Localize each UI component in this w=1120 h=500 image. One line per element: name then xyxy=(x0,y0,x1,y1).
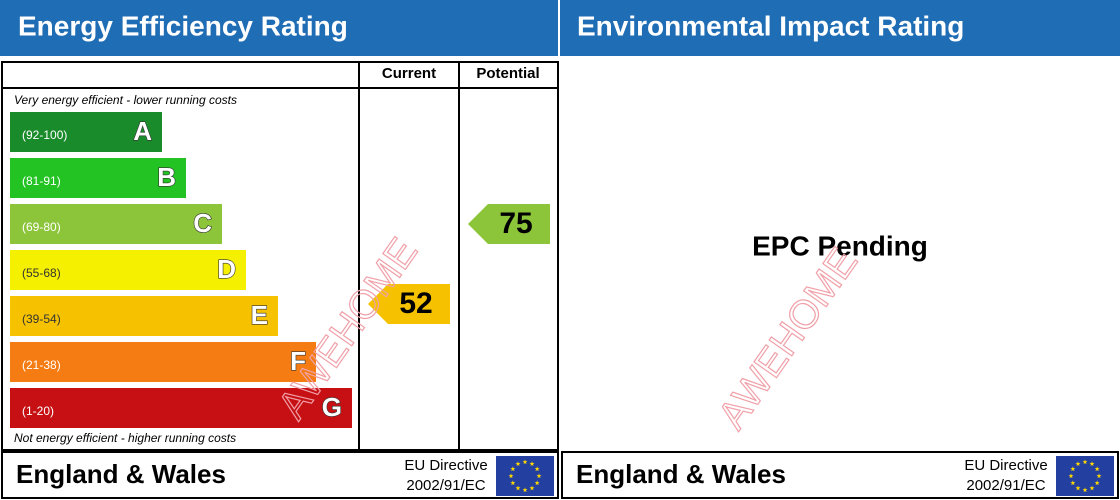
footer-code: 2002/91/EC xyxy=(966,477,1045,494)
rating-band xyxy=(10,250,246,290)
flag-star xyxy=(522,487,528,493)
footer-frame xyxy=(561,451,1119,499)
flag-star xyxy=(515,485,521,491)
footer-code: 2002/91/EC xyxy=(406,477,485,494)
rating-band xyxy=(10,204,222,244)
pending-message: EPC Pending xyxy=(752,230,928,261)
band-letter: C xyxy=(193,208,212,238)
footer-region: England & Wales xyxy=(16,459,226,489)
band-range: (21-38) xyxy=(22,358,61,372)
band-letter: E xyxy=(251,300,268,330)
rating-value: 75 xyxy=(499,207,532,240)
flag-star xyxy=(536,473,542,479)
rating-band xyxy=(10,342,316,382)
rating-arrow xyxy=(368,283,450,324)
column-header: Current xyxy=(382,65,436,82)
flag-star xyxy=(534,480,540,486)
rating-band xyxy=(10,388,352,428)
flag-star xyxy=(529,461,535,466)
header-title: Environmental Impact Rating xyxy=(577,10,964,41)
flag-star xyxy=(1075,485,1081,491)
band-range: (69-80) xyxy=(22,220,61,234)
flag-star xyxy=(1068,473,1074,479)
flag-star xyxy=(1089,485,1095,491)
header-bar xyxy=(560,0,1120,56)
flag-star xyxy=(522,459,528,465)
band-range: (92-100) xyxy=(22,128,67,142)
flag-star xyxy=(1096,473,1102,479)
scale-note: Very energy efficient - lower running co… xyxy=(14,93,237,107)
scale-note: Not energy efficient - higher running co… xyxy=(14,431,236,445)
rating-band xyxy=(10,112,162,152)
watermark: AWEHOME xyxy=(710,240,866,437)
band-letter: B xyxy=(157,162,176,192)
footer-directive: EU Directive xyxy=(964,457,1047,474)
header-bar xyxy=(0,0,558,56)
header-title: Energy Efficiency Rating xyxy=(18,10,348,41)
flag-star xyxy=(510,466,516,472)
band-letter: F xyxy=(290,346,306,376)
flag-star xyxy=(529,485,535,491)
footer-region: England & Wales xyxy=(576,459,786,489)
rating-value: 52 xyxy=(399,287,432,320)
flag-star xyxy=(1094,480,1100,486)
flag-star xyxy=(1089,461,1095,466)
flag-star xyxy=(1082,459,1088,465)
rating-band xyxy=(10,158,186,198)
footer-frame xyxy=(1,451,559,499)
rating-arrow xyxy=(468,204,550,244)
band-letter: A xyxy=(133,116,152,146)
column-header: Potential xyxy=(476,65,539,82)
band-range: (81-91) xyxy=(22,174,61,188)
footer-directive: EU Directive xyxy=(404,457,487,474)
flag-star xyxy=(1094,466,1100,472)
rating-band xyxy=(10,296,278,336)
flag-star xyxy=(515,461,521,466)
flag-star xyxy=(1070,466,1076,472)
flag-star xyxy=(1075,461,1081,466)
table-frame xyxy=(1,61,559,451)
band-range: (1-20) xyxy=(22,404,54,418)
band-letter: G xyxy=(322,392,342,422)
flag-star xyxy=(510,480,516,486)
flag-star xyxy=(534,466,540,472)
band-letter: D xyxy=(217,254,236,284)
flag-star xyxy=(1082,487,1088,493)
flag-star xyxy=(508,473,514,479)
flag-star xyxy=(1070,480,1076,486)
band-range: (39-54) xyxy=(22,312,61,326)
band-range: (55-68) xyxy=(22,266,61,280)
